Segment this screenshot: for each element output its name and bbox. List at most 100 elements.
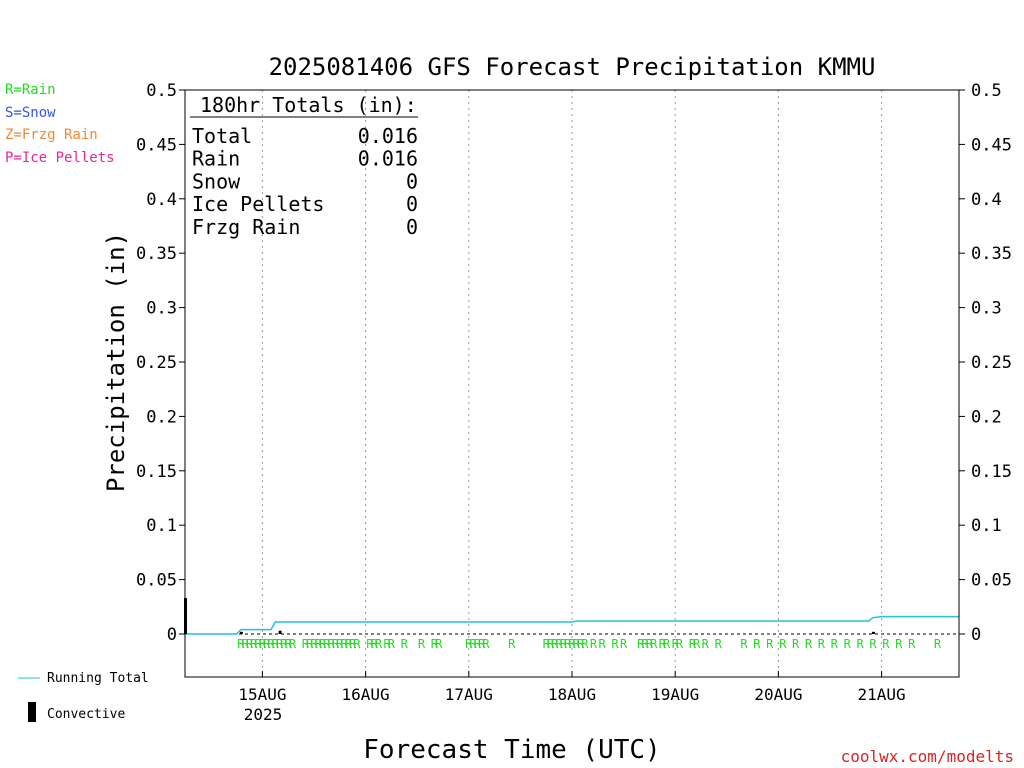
rain-marker: R [353,637,361,651]
x-tick-label: 16AUG [342,685,390,704]
rain-marker: R [323,637,331,651]
convective-legend-swatch [28,702,36,722]
x-tick-label: 17AUG [445,685,493,704]
rain-marker: R [805,637,813,651]
rain-marker: R [856,637,864,651]
rain-marker: R [934,637,942,651]
y-tick-label-right: 0.15 [971,462,1012,482]
y-axis-label: Precipitation (in) [102,232,130,492]
y-tick-label-right: 0.2 [971,407,1002,427]
rain-marker: R [280,637,288,651]
convective-legend-label: Convective [47,707,125,722]
legend-ice-pellets: P=Ice Pellets [5,150,115,166]
totals-box: 180hr Totals (in): Total 0.016 Rain 0.016 Sn… [190,93,418,239]
x-tick-label: 21AUG [858,685,906,704]
rain-marker: R [272,637,280,651]
rain-marker: R [573,637,581,651]
running-total-line [185,615,959,635]
rain-marker: R [469,637,477,651]
totals-row-value: 0.016 [358,124,418,148]
y-tick-label-right: 0.35 [971,244,1012,264]
rain-marker: R [285,637,293,651]
y-tick-label-right: 0.1 [971,516,1002,536]
rain-marker: R [259,637,267,651]
rain-marker: R [693,637,701,651]
y-tick-label-left: 0.05 [136,571,177,591]
rain-marker: R [332,637,340,651]
rain-marker: R [620,637,628,651]
rain-marker: R [465,637,473,651]
legend-snow: S=Snow [5,105,56,121]
totals-row-value: 0 [406,215,418,239]
rain-marker: R [590,637,598,651]
x-tick-label: 15AUG [238,685,286,704]
rain-marker: R [482,637,490,651]
x-axis-year: 2025 [244,705,283,724]
y-tick-label-right: 0 [971,625,981,645]
rain-marker: R [349,637,357,651]
y-tick-label-left: 0.3 [146,299,177,319]
rain-marker: R [676,637,684,651]
rain-marker: R [263,637,271,651]
y-tick-label-right: 0.3 [971,299,1002,319]
y-tick-label-left: 0.35 [136,244,177,264]
rain-marker: R [908,637,916,651]
rain-marker: R [375,637,383,651]
rain-marker: R [435,637,443,651]
rain-marker: R [844,637,852,651]
y-tick-label-left: 0.2 [146,407,177,427]
rain-marker: R [478,637,486,651]
rain-marker: R [336,637,344,651]
rain-marker: R [246,637,254,651]
rain-marker: R [543,637,551,651]
credit-text: coolwx.com/modelts [841,747,1014,766]
rain-marker: R [598,637,606,651]
legend-frzg-rain: Z=Frzg Rain [5,127,98,143]
rain-marker: R [289,637,297,651]
rain-marker: R [568,637,576,651]
rain-marker: R [319,637,327,651]
x-tick-label: 20AUG [754,685,802,704]
totals-row-label: Total [192,124,252,148]
rain-marker: R [659,637,667,651]
rain-marker: R [328,637,336,651]
rain-marker: R [646,637,654,651]
y-tick-label-left: 0 [167,625,177,645]
rain-marker: R [882,637,890,651]
rain-marker: R [740,637,748,651]
convective-bar [872,631,875,634]
rain-marker: R [383,637,391,651]
totals-row-label: Snow [192,169,241,193]
rain-marker: R [577,637,585,651]
y-tick-label-left: 0.5 [146,81,177,101]
y-tick-label-left: 0.1 [146,516,177,536]
rain-marker: R [792,637,800,651]
rain-marker: R [371,637,379,651]
rain-marker: R [250,637,258,651]
rain-marker: R [401,637,409,651]
x-axis-label: Forecast Time (UTC) [363,735,660,765]
rain-marker: R [551,637,559,651]
rain-marker: R [564,637,572,651]
rain-marker: R [766,637,774,651]
totals-row-value: 0 [406,192,418,216]
rain-marker: R [702,637,710,651]
rain-marker: R [306,637,314,651]
rain-marker: R [753,637,761,651]
rain-marker: R [715,637,723,651]
rain-marker: R [650,637,658,651]
rain-marker: R [267,637,275,651]
rain-marker: R [611,637,619,651]
y-tick-label-left: 0.25 [136,353,177,373]
convective-bars [184,598,875,634]
y-tick-label-right: 0.4 [971,190,1002,210]
rain-marker: R [555,637,563,651]
grid-lines [185,90,959,677]
rain-marker: R [672,637,680,651]
rain-marker: R [869,637,877,651]
rain-marker: R [547,637,555,651]
rain-marker: R [242,637,250,651]
x-tick-label: 18AUG [548,685,596,704]
y-tick-label-left: 0.4 [146,190,177,210]
